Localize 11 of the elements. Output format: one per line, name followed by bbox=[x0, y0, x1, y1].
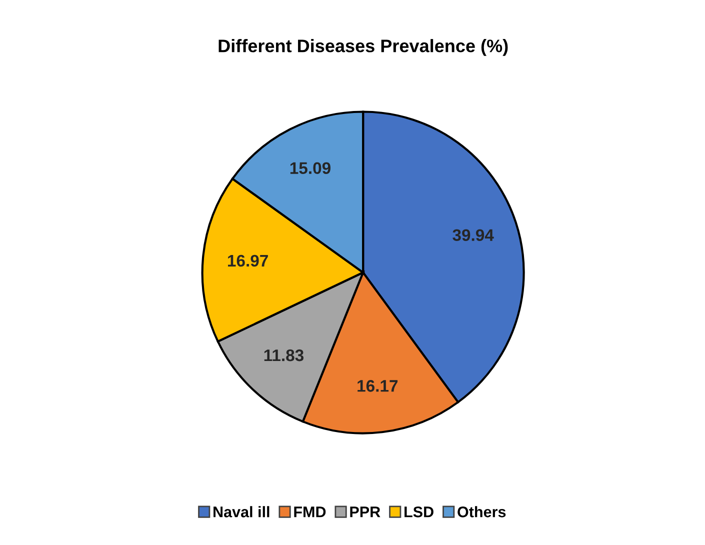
legend-label: PPR bbox=[350, 506, 380, 518]
data-label: 15.09 bbox=[290, 162, 330, 174]
legend-label: FMD bbox=[294, 506, 326, 518]
legend-label: Naval ill bbox=[214, 506, 270, 518]
legend-label: Others bbox=[458, 506, 506, 518]
data-label: 11.83 bbox=[264, 349, 304, 362]
data-label: 16.97 bbox=[228, 254, 268, 267]
legend-label: LSD bbox=[404, 506, 434, 518]
chart-title: Different Diseases Prevalence (%) bbox=[218, 39, 508, 56]
data-label: 16.17 bbox=[358, 380, 398, 392]
data-label: 39.94 bbox=[452, 229, 494, 242]
